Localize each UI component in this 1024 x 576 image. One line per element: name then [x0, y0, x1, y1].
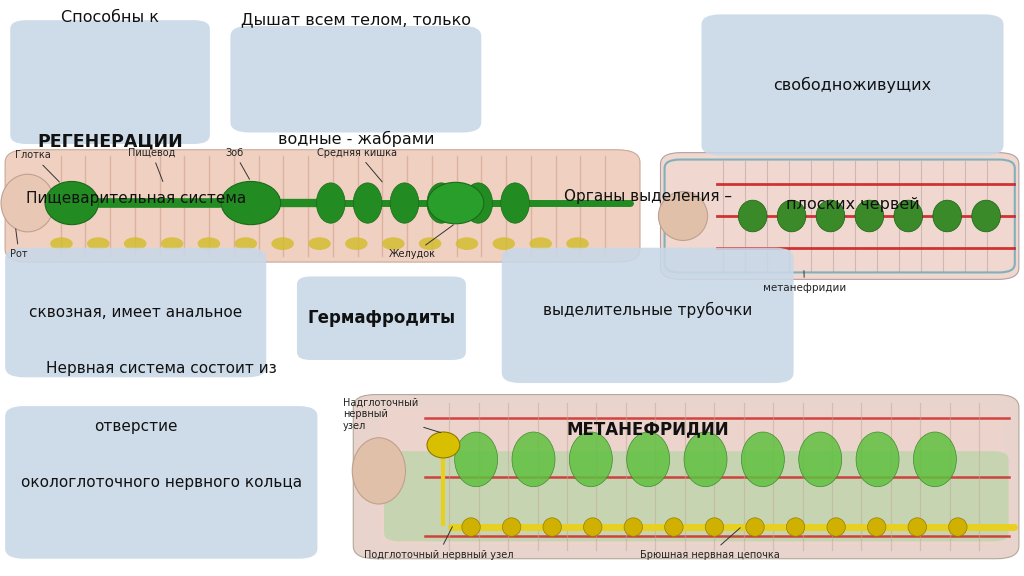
Ellipse shape: [50, 237, 73, 250]
Text: Желудок: Желудок: [389, 225, 454, 259]
Ellipse shape: [933, 200, 962, 232]
Ellipse shape: [972, 200, 1000, 232]
Ellipse shape: [493, 237, 515, 250]
Ellipse shape: [390, 183, 419, 223]
Text: окологлоточного нервного кольца: окологлоточного нервного кольца: [20, 475, 302, 490]
Ellipse shape: [894, 200, 923, 232]
FancyBboxPatch shape: [10, 20, 210, 144]
Ellipse shape: [428, 182, 484, 223]
Text: Подглоточный нервный узел: Подглоточный нервный узел: [364, 526, 513, 559]
Ellipse shape: [316, 183, 345, 223]
Ellipse shape: [345, 237, 368, 250]
Ellipse shape: [198, 237, 220, 250]
Text: сквозная, имеет анальное: сквозная, имеет анальное: [29, 305, 243, 320]
Ellipse shape: [543, 518, 561, 536]
Ellipse shape: [584, 518, 602, 536]
Text: Глотка: Глотка: [15, 150, 59, 182]
Ellipse shape: [456, 237, 478, 250]
Ellipse shape: [913, 432, 956, 487]
Ellipse shape: [271, 237, 294, 250]
Ellipse shape: [741, 432, 784, 487]
Ellipse shape: [529, 237, 552, 250]
Ellipse shape: [455, 432, 498, 487]
FancyBboxPatch shape: [5, 150, 640, 262]
Ellipse shape: [569, 432, 612, 487]
Ellipse shape: [627, 432, 670, 487]
Text: Дышат всем телом, только: Дышат всем телом, только: [241, 12, 471, 27]
Ellipse shape: [419, 237, 441, 250]
Ellipse shape: [816, 200, 845, 232]
Ellipse shape: [352, 438, 406, 504]
Text: выделительные трубочки: выделительные трубочки: [543, 302, 753, 319]
Ellipse shape: [777, 200, 806, 232]
Text: Органы выделения –: Органы выделения –: [563, 188, 732, 204]
Ellipse shape: [462, 518, 480, 536]
Text: Рот: Рот: [10, 229, 28, 259]
Ellipse shape: [665, 518, 683, 536]
Ellipse shape: [855, 200, 884, 232]
Text: РЕГЕНЕРАЦИИ: РЕГЕНЕРАЦИИ: [37, 132, 183, 151]
Text: Пищеварительная система: Пищеварительная система: [26, 191, 246, 206]
Ellipse shape: [799, 432, 842, 487]
Ellipse shape: [908, 518, 927, 536]
FancyBboxPatch shape: [5, 406, 317, 559]
FancyBboxPatch shape: [230, 26, 481, 132]
Text: свободноживущих: свободноживущих: [773, 77, 932, 93]
Ellipse shape: [427, 183, 456, 223]
Ellipse shape: [867, 518, 886, 536]
FancyBboxPatch shape: [660, 153, 1019, 279]
Text: Надглоточный
нервный
узел: Надглоточный нервный узел: [343, 397, 440, 433]
Ellipse shape: [221, 181, 281, 225]
Text: Зоб: Зоб: [225, 147, 250, 179]
Ellipse shape: [856, 432, 899, 487]
Ellipse shape: [501, 183, 529, 223]
Ellipse shape: [738, 200, 767, 232]
Ellipse shape: [827, 518, 846, 536]
Ellipse shape: [124, 237, 146, 250]
Ellipse shape: [45, 181, 98, 225]
Ellipse shape: [512, 432, 555, 487]
FancyBboxPatch shape: [384, 451, 1009, 541]
Ellipse shape: [684, 432, 727, 487]
Ellipse shape: [87, 237, 110, 250]
Ellipse shape: [786, 518, 805, 536]
Ellipse shape: [308, 237, 331, 250]
Ellipse shape: [624, 518, 642, 536]
FancyBboxPatch shape: [297, 276, 466, 360]
Ellipse shape: [382, 237, 404, 250]
Text: МЕТАНЕФРИДИИ: МЕТАНЕФРИДИИ: [566, 420, 729, 438]
Text: Средняя кишка: Средняя кишка: [317, 147, 397, 182]
FancyBboxPatch shape: [5, 248, 266, 377]
Text: Гермафродиты: Гермафродиты: [307, 309, 456, 327]
Text: Нервная система состоит из: Нервная система состоит из: [46, 361, 276, 376]
FancyBboxPatch shape: [701, 14, 1004, 156]
Ellipse shape: [706, 518, 724, 536]
Ellipse shape: [161, 237, 183, 250]
Text: метанефридии: метанефридии: [763, 271, 846, 293]
Text: водные - жабрами: водные - жабрами: [278, 131, 434, 147]
Ellipse shape: [948, 518, 967, 536]
Text: отверстие: отверстие: [94, 419, 177, 434]
Ellipse shape: [427, 432, 460, 458]
Ellipse shape: [566, 237, 589, 250]
Ellipse shape: [745, 518, 764, 536]
Text: Способны к: Способны к: [61, 10, 159, 25]
FancyBboxPatch shape: [379, 409, 1004, 544]
Text: Брюшная нервная цепочка: Брюшная нервная цепочка: [640, 528, 779, 559]
Text: плоских червей: плоских червей: [785, 196, 920, 212]
FancyBboxPatch shape: [502, 248, 794, 383]
Ellipse shape: [353, 183, 382, 223]
Ellipse shape: [464, 183, 493, 223]
Ellipse shape: [1, 174, 54, 232]
FancyBboxPatch shape: [353, 395, 1019, 559]
Ellipse shape: [234, 237, 257, 250]
Ellipse shape: [503, 518, 521, 536]
Ellipse shape: [658, 191, 708, 241]
Text: Пищевод: Пищевод: [128, 147, 175, 181]
